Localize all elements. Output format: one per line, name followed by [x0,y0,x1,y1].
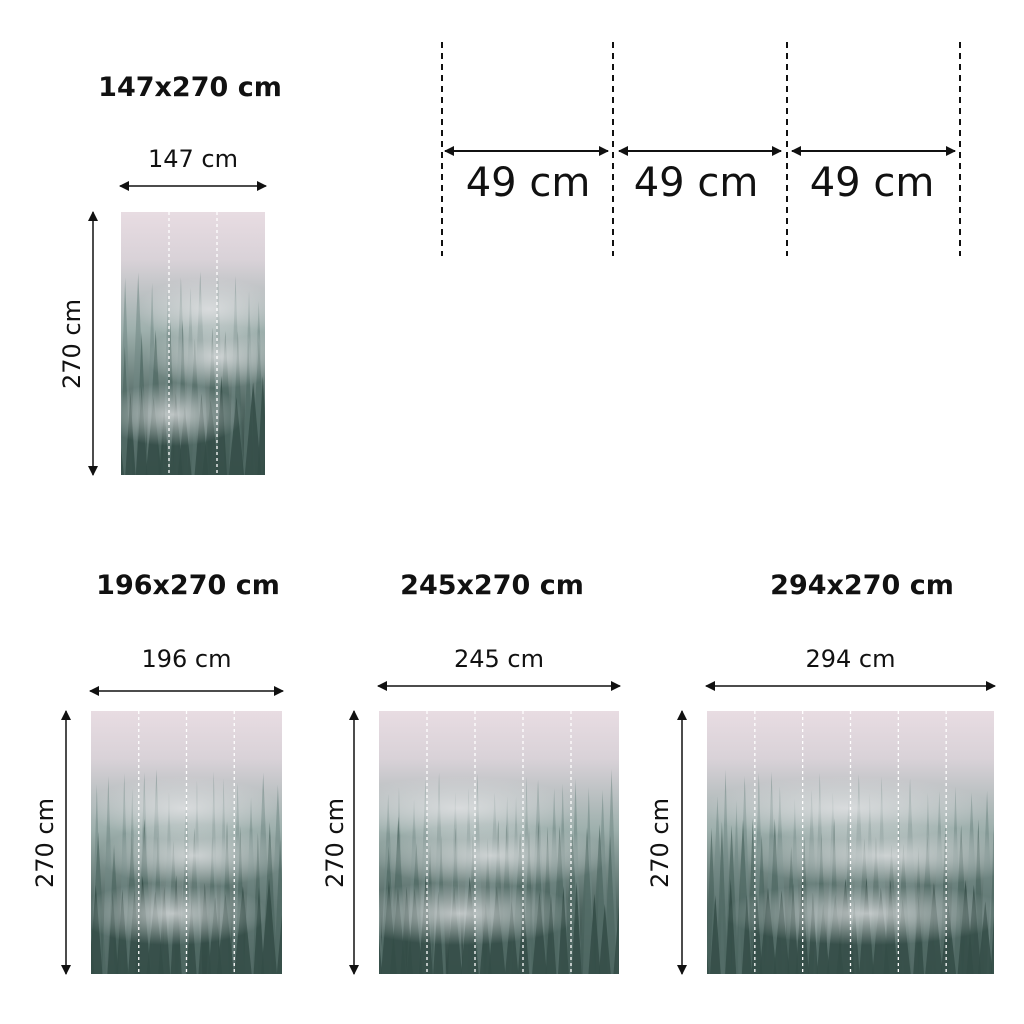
width-label: 196 cm [141,645,232,673]
forest-wallpaper-image [379,711,619,974]
width-label: 294 cm [805,645,896,673]
size-title: 294x270 cm [770,570,954,601]
strip-width-label: 49 cm [465,160,591,206]
size-title: 196x270 cm [96,570,280,601]
height-label: 270 cm [646,797,674,888]
width-label: 147 cm [147,145,239,173]
size-title: 147x270 cm [98,72,282,103]
height-label: 270 cm [321,797,349,888]
strip-width-label: 49 cm [633,160,759,206]
strip-width-label: 49 cm [809,160,935,206]
width-label: 245 cm [453,645,545,673]
height-label: 270 cm [31,797,59,888]
forest-wallpaper-image [121,212,265,475]
height-label: 270 cm [58,298,86,389]
size-title: 245x270 cm [400,570,584,601]
forest-wallpaper-image [91,711,282,974]
forest-wallpaper-image [707,711,994,974]
